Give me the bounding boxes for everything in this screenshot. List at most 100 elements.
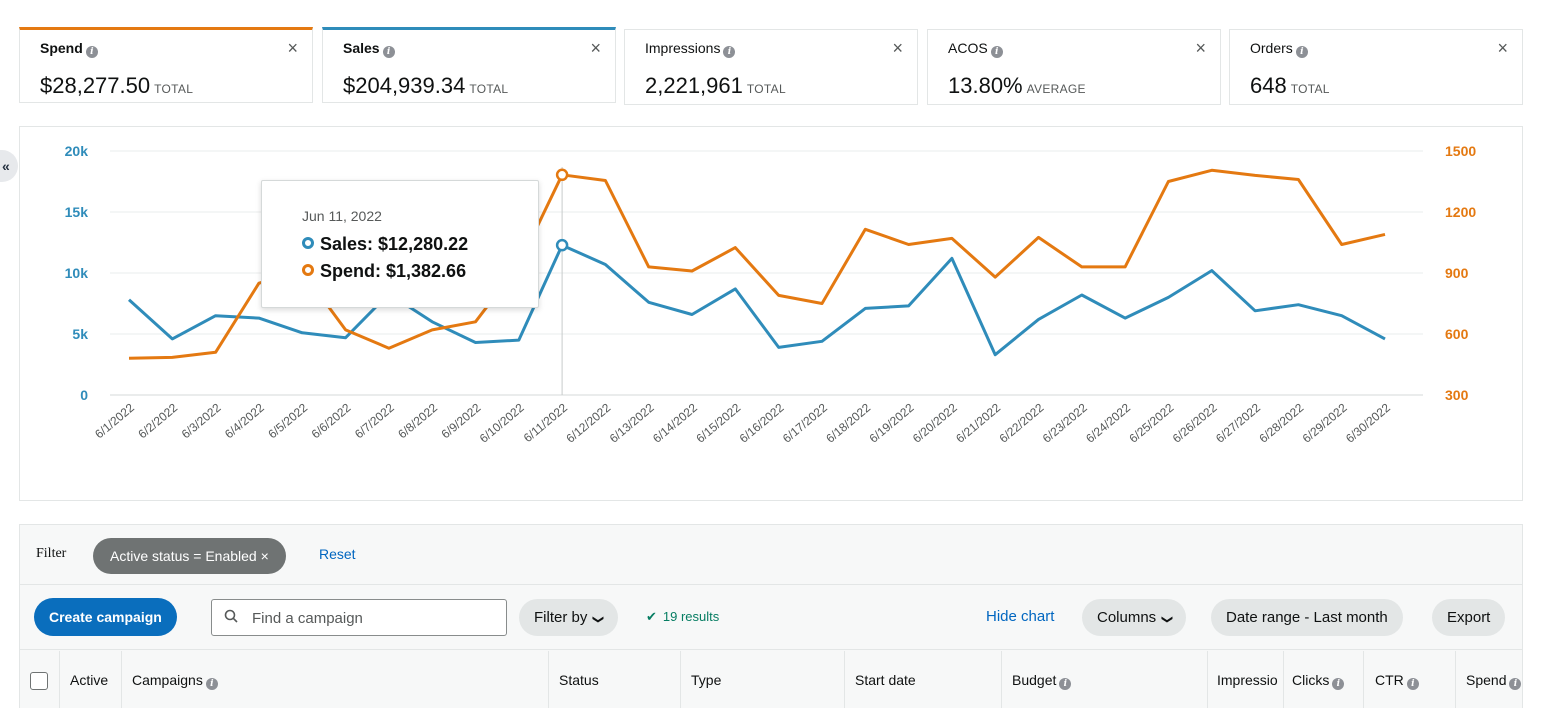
column-header-spend[interactable]: Spend i (1456, 651, 1524, 708)
metric-card-spend[interactable]: Spend i × $28,277.50 TOTAL (19, 27, 313, 103)
right-axis-tick-label: 1500 (1445, 143, 1476, 159)
info-icon[interactable]: i (1332, 678, 1345, 690)
x-axis-tick-label: 6/18/2022 (823, 400, 873, 445)
chart-panel: 0 300 5k 600 10k 900 15k 1200 20k 1500 6/1/2022 6/2… (19, 126, 1523, 501)
metric-value: 2,221,961 TOTAL (645, 73, 786, 98)
metric-card-impressions[interactable]: Impressions i × 2,221,961 TOTAL (624, 29, 918, 105)
metric-value: $28,277.50 TOTAL (40, 73, 194, 98)
x-axis-tick-label: 6/19/2022 (867, 400, 917, 445)
results-count: ✔ 19 results (646, 609, 720, 624)
table-toolbar: Create campaign Find a campaign Filter b… (20, 586, 1522, 650)
tooltip-spend: Spend: $1,382.66 (302, 261, 466, 282)
column-header-campaigns[interactable]: Campaigns i (122, 651, 549, 708)
search-placeholder: Find a campaign (252, 610, 363, 627)
x-axis-tick-label: 6/23/2022 (1040, 400, 1090, 445)
spend-dot-icon (302, 264, 314, 276)
close-icon[interactable]: × (1195, 38, 1206, 58)
x-axis-tick-label: 6/5/2022 (265, 400, 310, 441)
right-axis-tick-label: 300 (1445, 387, 1469, 403)
filter-chip-active-status[interactable]: Active status = Enabled × (93, 538, 286, 574)
x-axis-tick-label: 6/2/2022 (135, 400, 180, 441)
info-icon[interactable]: i (1295, 46, 1308, 58)
column-header-start-date[interactable]: Start date (845, 651, 1002, 708)
x-axis-tick-label: 6/15/2022 (693, 400, 743, 445)
close-icon[interactable]: × (892, 38, 903, 58)
x-axis-tick-label: 6/24/2022 (1083, 400, 1133, 445)
search-icon (224, 609, 238, 623)
hide-chart-link[interactable]: Hide chart (986, 608, 1055, 625)
info-icon[interactable]: i (723, 46, 736, 58)
metric-card-acos[interactable]: ACOS i × 13.80% AVERAGE (927, 29, 1221, 105)
filter-by-button[interactable]: Filter by ❯ (519, 599, 618, 636)
metric-card-orders[interactable]: Orders i × 648 TOTAL (1229, 29, 1523, 105)
x-axis-tick-label: 6/21/2022 (953, 400, 1003, 445)
info-icon[interactable]: i (1509, 678, 1522, 690)
x-axis-tick-label: 6/26/2022 (1170, 400, 1220, 445)
column-header-active[interactable]: Active (60, 651, 122, 708)
metric-value: $204,939.34 TOTAL (343, 73, 509, 98)
tooltip-date: Jun 11, 2022 (302, 208, 382, 224)
info-icon[interactable]: i (85, 46, 98, 58)
info-icon[interactable]: i (382, 46, 395, 58)
right-axis-tick-label: 600 (1445, 326, 1469, 342)
metric-title: Orders i (1250, 40, 1308, 58)
x-axis-tick-label: 6/16/2022 (737, 400, 787, 445)
x-axis-tick-label: 6/25/2022 (1126, 400, 1176, 445)
x-axis-tick-label: 6/17/2022 (780, 400, 830, 445)
table-header: Active Campaigns i Status Type Start date… (20, 651, 1522, 708)
x-axis-tick-label: 6/14/2022 (650, 400, 700, 445)
chevron-down-icon: ❯ (592, 614, 605, 625)
info-icon[interactable]: i (990, 46, 1003, 58)
x-axis-tick-label: 6/6/2022 (309, 400, 354, 441)
x-axis-tick-label: 6/13/2022 (607, 400, 657, 445)
highlight-point-spend (555, 168, 569, 182)
column-header-type[interactable]: Type (681, 651, 845, 708)
info-icon[interactable]: i (1406, 678, 1419, 690)
left-axis-tick-label: 15k (65, 204, 89, 220)
left-axis-tick-label: 5k (72, 326, 88, 342)
create-campaign-button[interactable]: Create campaign (34, 598, 177, 636)
x-axis-tick-label: 6/29/2022 (1300, 400, 1350, 445)
column-header-status[interactable]: Status (549, 651, 681, 708)
close-icon[interactable]: × (590, 38, 601, 58)
column-header-budget[interactable]: Budget i (1002, 651, 1208, 708)
filter-label: Filter (36, 546, 67, 561)
close-icon[interactable]: × (1497, 38, 1508, 58)
x-axis-tick-label: 6/22/2022 (997, 400, 1047, 445)
left-axis-tick-label: 20k (65, 143, 89, 159)
series-line-sales (127, 243, 1386, 357)
select-all-cell (20, 651, 60, 708)
search-input[interactable]: Find a campaign (211, 599, 507, 636)
x-axis-tick-label: 6/12/2022 (563, 400, 613, 445)
filter-row: Filter Active status = Enabled × Reset (20, 525, 1522, 585)
series-line-spend (128, 168, 1386, 360)
right-axis-tick-label: 900 (1445, 265, 1469, 281)
column-header-clicks[interactable]: Clicks i (1284, 651, 1364, 708)
check-icon: ✔ (646, 609, 657, 624)
metric-value: 13.80% AVERAGE (948, 73, 1086, 98)
info-icon[interactable]: i (1059, 678, 1072, 690)
select-all-checkbox[interactable] (30, 672, 48, 690)
highlight-point-sales (555, 238, 569, 252)
reset-filter-link[interactable]: Reset (319, 546, 356, 562)
sales-dot-icon (302, 237, 314, 249)
x-axis-tick-label: 6/20/2022 (910, 400, 960, 445)
metric-value: 648 TOTAL (1250, 73, 1330, 98)
metric-title: Sales i (343, 40, 395, 58)
right-axis-tick-label: 1200 (1445, 204, 1476, 220)
column-header-impressions[interactable]: Impressio (1208, 651, 1284, 708)
date-range-button[interactable]: Date range - Last month (1211, 599, 1403, 636)
info-icon[interactable]: i (205, 678, 218, 690)
close-icon[interactable]: × (287, 38, 298, 58)
collapse-sidebar-button[interactable]: « (0, 150, 18, 182)
x-axis-tick-label: 6/30/2022 (1343, 400, 1393, 445)
column-header-ctr[interactable]: CTR i (1364, 651, 1456, 708)
metric-title: Spend i (40, 40, 98, 58)
metric-title: Impressions i (645, 40, 736, 58)
x-axis-tick-label: 6/4/2022 (222, 400, 267, 441)
columns-button[interactable]: Columns ❯ (1082, 599, 1187, 636)
export-button[interactable]: Export (1432, 599, 1506, 636)
metric-card-sales[interactable]: Sales i × $204,939.34 TOTAL (322, 27, 616, 103)
x-axis-tick-label: 6/7/2022 (352, 400, 397, 441)
